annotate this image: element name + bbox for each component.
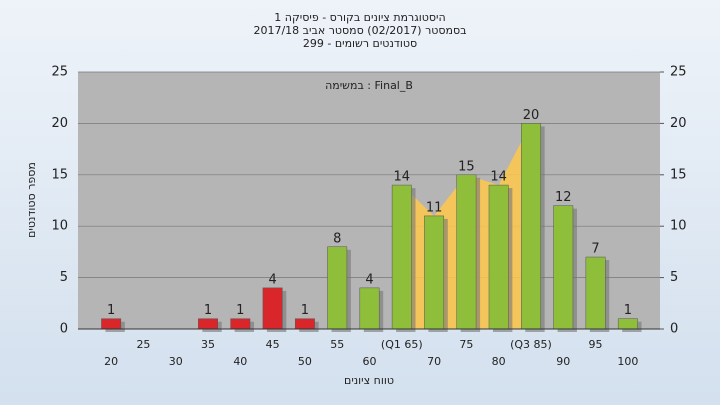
value-label: 1 <box>236 303 244 318</box>
y-tick-label: 0 <box>60 322 68 337</box>
value-label: 1 <box>624 303 632 318</box>
x-tick-label: 35 <box>201 338 215 351</box>
bar <box>456 174 477 330</box>
bar <box>391 184 412 330</box>
bar <box>585 256 606 330</box>
x-tick-label: 50 <box>298 355 312 368</box>
y-tick-label: 10 <box>51 219 68 234</box>
y-axis-label: מספר סטודנטים <box>25 162 38 238</box>
y-tick-label: 15 <box>51 167 68 182</box>
y2-tick-label: 20 <box>670 116 687 131</box>
x-tick-label: 55 <box>330 338 344 351</box>
annotation: במשימה : Final_B <box>325 79 413 92</box>
bar <box>198 318 218 330</box>
x-tick-label: 75 <box>459 338 473 351</box>
x-tick-label: (Q1 65) <box>381 338 423 351</box>
bar <box>230 318 251 330</box>
bar <box>521 123 541 330</box>
value-label: 12 <box>555 190 572 205</box>
x-tick-label: 95 <box>589 338 603 351</box>
y-tick-label: 20 <box>51 116 68 131</box>
value-label: 4 <box>365 272 373 287</box>
x-tick-label: 90 <box>556 355 570 368</box>
value-label: 7 <box>591 242 599 257</box>
bar <box>488 184 509 330</box>
x-tick-label: 20 <box>104 355 118 368</box>
value-label: 15 <box>458 159 475 174</box>
value-label: 1 <box>301 303 309 318</box>
y2-tick-label: 0 <box>670 322 678 337</box>
value-label: 1 <box>204 303 212 318</box>
x-tick-label: 80 <box>492 355 506 368</box>
x-tick-label: 60 <box>363 355 377 368</box>
x-tick-label: 45 <box>266 338 280 351</box>
bar <box>294 318 315 330</box>
bar <box>101 318 122 330</box>
value-label: 14 <box>490 170 507 185</box>
x-tick-label: 100 <box>617 355 638 368</box>
x-tick-label: 30 <box>169 355 183 368</box>
y2-tick-label: 10 <box>670 219 687 234</box>
value-label: 4 <box>268 272 276 287</box>
y2-tick-label: 5 <box>670 270 678 285</box>
value-label: 20 <box>523 108 540 123</box>
x-axis-label: טווח ציונים <box>344 374 394 387</box>
value-label: 11 <box>426 200 443 215</box>
x-tick-label: 40 <box>233 355 247 368</box>
bar <box>617 318 638 330</box>
y-tick-label: 5 <box>60 270 68 285</box>
x-tick-label: (Q3 85) <box>510 338 552 351</box>
bar <box>359 287 380 330</box>
y2-tick-label: 15 <box>670 167 687 182</box>
value-label: 1 <box>107 303 115 318</box>
chart-title: היסטוגרמת ציונים בקורס - פיסיקה 1 <box>274 11 445 24</box>
value-label: 8 <box>333 231 341 246</box>
chart-subtitle: בסמסטר (02/2017) סמסטר אביב 2017/18 <box>253 24 466 37</box>
bar <box>424 215 445 330</box>
y-tick-label: 25 <box>51 65 68 80</box>
x-tick-label: 70 <box>427 355 441 368</box>
chart-subtitle: סטודנטים רשומים - 299 <box>303 37 417 50</box>
x-tick-label: 25 <box>136 338 150 351</box>
value-label: 14 <box>394 170 411 185</box>
bar <box>553 205 574 330</box>
bar <box>327 246 348 330</box>
bar <box>262 287 283 330</box>
y2-tick-label: 25 <box>670 65 687 80</box>
